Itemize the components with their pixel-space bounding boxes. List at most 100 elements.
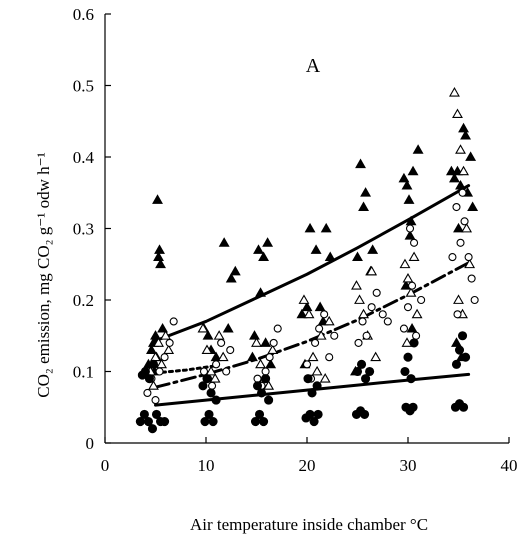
point-filled-circle: [206, 388, 216, 398]
data-markers: [135, 87, 479, 434]
point-open-circle: [410, 238, 419, 247]
point-open-circle: [417, 295, 426, 305]
fit-line-dotted: [154, 364, 218, 375]
point-open-triangle: [160, 330, 172, 340]
point-open-triangle: [452, 108, 463, 119]
point-open-triangle: [319, 373, 331, 383]
point-filled-triangle: [460, 129, 472, 140]
point-filled-circle: [259, 416, 269, 427]
point-open-triangle: [458, 165, 469, 176]
y-axis-title: CO₂ emission, mg CO₂ g⁻¹ odw h⁻¹: [34, 152, 53, 397]
point-filled-circle: [261, 374, 271, 384]
point-open-circle: [253, 374, 262, 383]
point-filled-circle: [148, 359, 159, 369]
point-open-triangle: [366, 265, 378, 276]
point-filled-circle: [307, 388, 317, 398]
point-filled-triangle: [229, 265, 241, 276]
point-open-circle: [354, 338, 363, 347]
point-open-circle: [378, 310, 387, 319]
point-open-triangle: [408, 251, 420, 262]
point-filled-circle: [264, 395, 274, 405]
point-open-circle: [358, 317, 367, 326]
point-filled-triangle: [367, 244, 379, 254]
point-open-triangle: [205, 365, 217, 376]
point-filled-triangle: [260, 337, 272, 347]
point-open-triangle: [370, 351, 382, 362]
point-filled-triangle: [451, 337, 462, 347]
point-filled-triangle: [406, 322, 418, 333]
point-filled-circle: [139, 409, 149, 419]
point-open-circle: [470, 295, 479, 305]
point-open-triangle: [315, 330, 327, 340]
point-open-circle: [405, 224, 415, 233]
point-open-triangle: [461, 222, 473, 233]
point-filled-triangle: [222, 322, 234, 333]
x-tick-label: 40: [501, 456, 518, 475]
point-open-triangle: [201, 344, 213, 354]
point-open-circle: [160, 353, 169, 362]
point-filled-triangle: [358, 201, 370, 211]
point-filled-circle: [313, 409, 323, 419]
point-open-triangle: [449, 87, 460, 97]
point-open-circle: [217, 338, 226, 347]
point-open-triangle: [453, 294, 464, 304]
point-open-circle: [226, 345, 235, 355]
point-open-triangle: [148, 380, 159, 390]
point-filled-circle: [361, 374, 371, 384]
point-filled-triangle: [218, 237, 230, 247]
point-filled-triangle: [455, 179, 466, 190]
point-filled-circle: [409, 338, 419, 348]
point-filled-circle: [406, 374, 416, 384]
point-open-circle: [208, 381, 217, 390]
point-filled-triangle: [449, 172, 460, 183]
point-open-circle: [464, 253, 473, 262]
point-filled-circle: [204, 409, 214, 419]
point-open-triangle: [311, 365, 323, 376]
point-open-triangle: [405, 287, 417, 297]
point-open-circle: [212, 360, 221, 369]
point-open-circle: [383, 317, 392, 326]
point-filled-triangle: [258, 251, 270, 262]
point-open-triangle: [153, 337, 164, 347]
y-tick-label: 0.5: [73, 77, 94, 96]
point-filled-triangle: [320, 222, 332, 233]
point-filled-circle: [211, 395, 221, 405]
x-tick-label: 10: [198, 456, 215, 475]
point-filled-triangle: [352, 251, 363, 262]
point-filled-triangle: [152, 194, 163, 204]
point-open-triangle: [354, 294, 365, 304]
point-open-circle: [362, 331, 371, 340]
point-open-triangle: [399, 258, 411, 269]
point-filled-circle: [252, 381, 263, 391]
point-open-circle: [165, 338, 174, 347]
point-filled-triangle: [467, 201, 479, 211]
point-open-circle: [269, 338, 278, 347]
point-open-triangle: [209, 373, 221, 383]
x-axis-ticks: 0 10 20 30 40: [101, 437, 518, 475]
x-axis-title: Air temperature inside chamber °C: [190, 515, 428, 534]
point-filled-circle: [144, 374, 154, 384]
point-filled-circle: [403, 352, 413, 362]
y-tick-label: 0.4: [73, 148, 95, 167]
point-filled-triangle: [255, 287, 266, 297]
point-filled-triangle: [253, 244, 264, 254]
point-open-triangle: [213, 330, 225, 340]
point-filled-circle: [400, 366, 410, 377]
point-filled-triangle: [465, 151, 477, 161]
point-open-circle: [367, 303, 376, 312]
point-filled-triangle: [249, 330, 260, 340]
point-filled-triangle: [401, 179, 413, 190]
point-open-triangle: [307, 351, 319, 362]
point-filled-circle: [454, 345, 465, 355]
point-filled-circle: [160, 416, 170, 427]
point-filled-triangle: [247, 351, 258, 362]
point-open-triangle: [464, 258, 476, 269]
panel-label: A: [306, 55, 321, 77]
point-filled-circle: [151, 409, 162, 419]
point-open-circle: [325, 353, 334, 362]
point-filled-circle: [458, 402, 469, 412]
point-open-circle: [412, 331, 421, 340]
point-open-circle: [169, 317, 178, 326]
point-filled-triangle: [324, 251, 336, 262]
point-open-circle: [265, 353, 274, 362]
